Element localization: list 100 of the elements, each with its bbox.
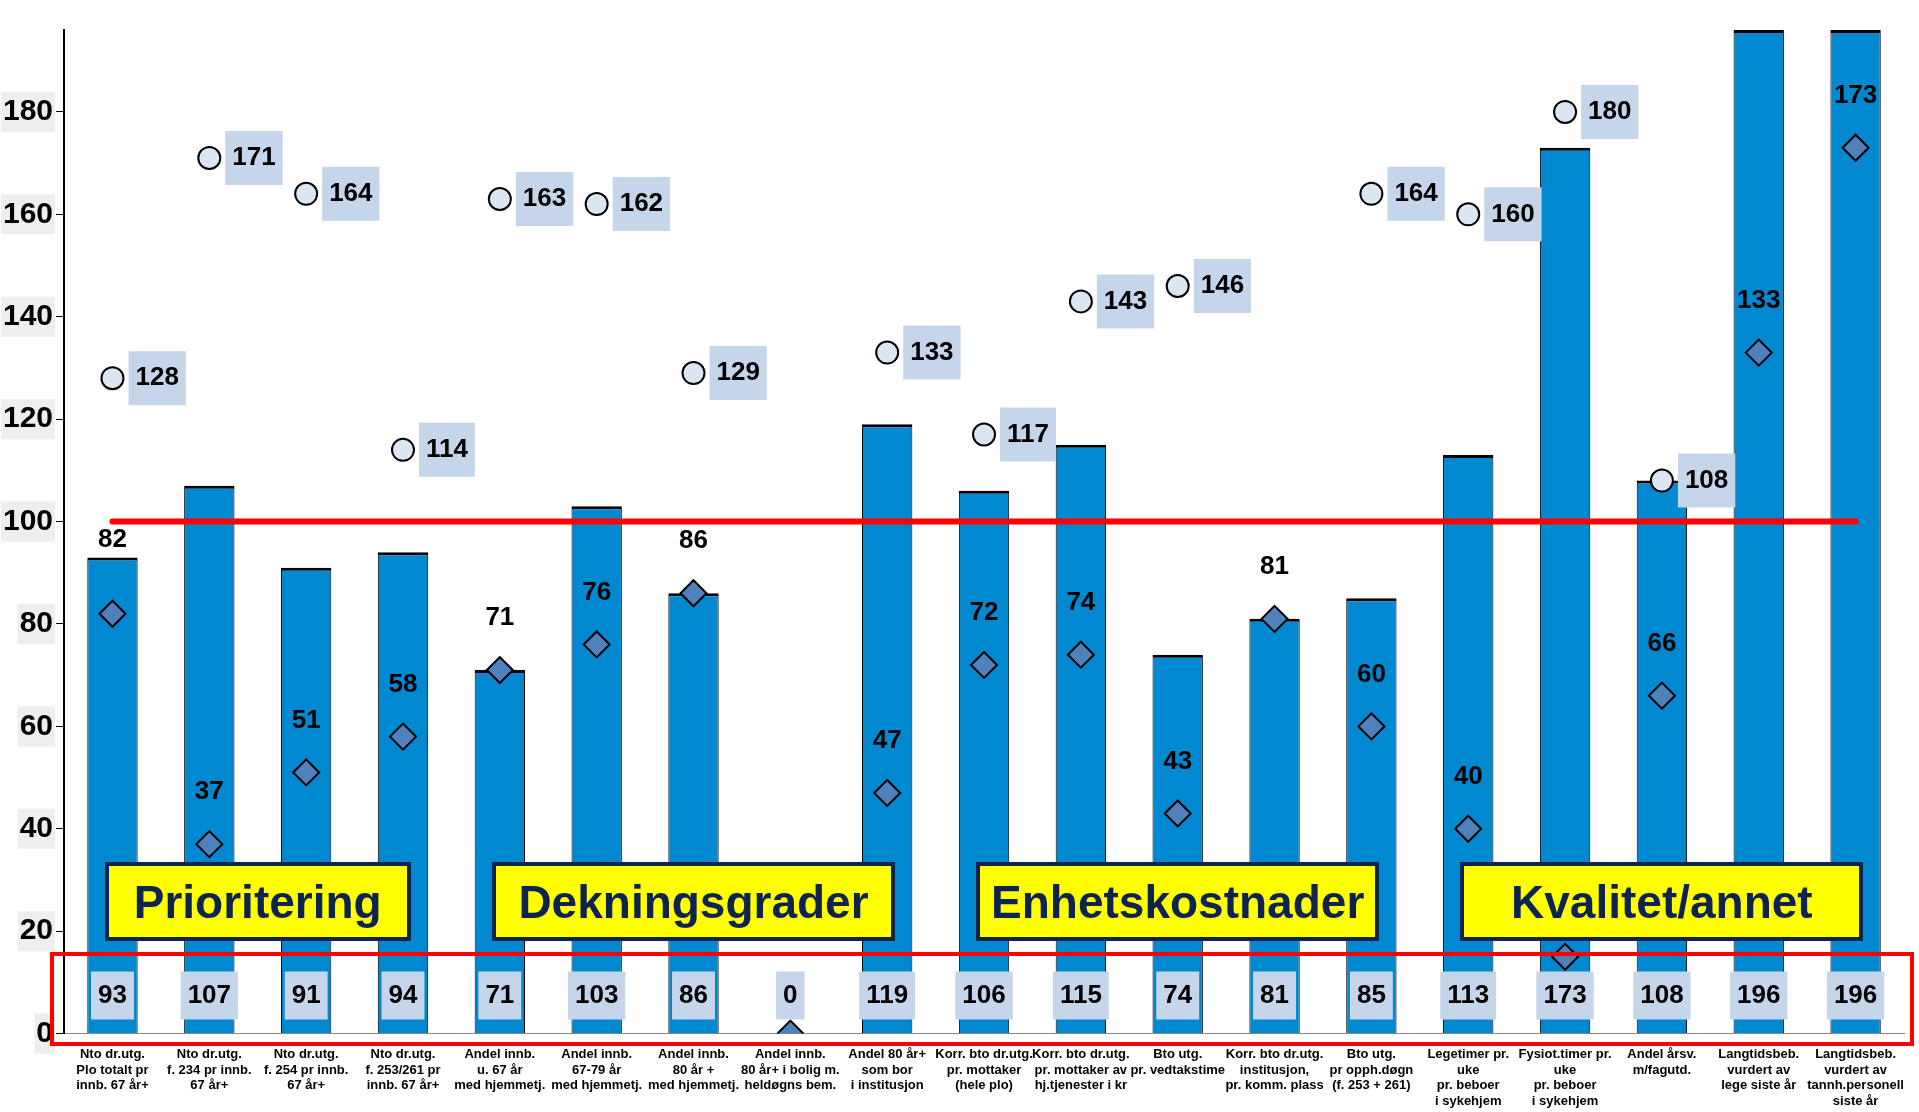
x-tick-label: Andel årsv. m/fagutd. — [1627, 1045, 1697, 1077]
data-label: 103 — [574, 978, 619, 1009]
data-label: 43 — [1163, 744, 1193, 775]
data-label: 60 — [1356, 657, 1386, 688]
data-label: 146 — [1200, 269, 1245, 300]
data-label: 143 — [1103, 284, 1148, 315]
data-label: 128 — [135, 361, 179, 392]
data-label: 81 — [1260, 978, 1290, 1009]
x-tick-label: Andel innb. 80 år + med hjemmetj. — [647, 1045, 740, 1093]
data-label: 164 — [1394, 177, 1439, 208]
data-label: 86 — [679, 978, 708, 1009]
data-label: 108 — [1684, 463, 1729, 494]
x-tick-label: Andel innb. u. 67 år med hjemmetj. — [454, 1045, 546, 1093]
x-tick-label: Langtidsbeb. vurdert av lege siste år — [1718, 1045, 1800, 1093]
x-tick-label: Fysiot.timer pr. uke pr. beboer i sykehjem — [1518, 1045, 1612, 1108]
data-label: 86 — [679, 524, 708, 555]
y-tick-label: 160 — [2, 195, 54, 229]
x-tick-label: Korr. bto dr.utg. pr. mottaker av hj.tjenester i kr — [1032, 1045, 1130, 1093]
annotation: Prioritering — [104, 862, 411, 942]
data-label: 76 — [582, 575, 612, 606]
data-label: 66 — [1647, 626, 1677, 657]
data-label: 160 — [1491, 197, 1535, 228]
data-label: 94 — [388, 978, 418, 1009]
data-label: 114 — [425, 433, 469, 464]
data-label: 40 — [1453, 759, 1483, 790]
data-label: 74 — [1066, 585, 1096, 616]
data-label: 129 — [716, 356, 760, 387]
point — [681, 361, 706, 386]
point — [100, 366, 125, 391]
data-label: 180 — [1588, 95, 1632, 126]
point — [1744, 338, 1773, 367]
annotation: Kvalitet/annet — [1460, 862, 1864, 942]
x-tick-label: Andel innb. 67-79 år med hjemmetj. — [551, 1045, 643, 1093]
data-label: 117 — [1007, 417, 1049, 448]
data-label: 133 — [910, 335, 954, 366]
point — [1456, 202, 1481, 227]
y-tick-label: 60 — [19, 707, 54, 741]
data-label: 164 — [329, 177, 374, 208]
data-label: 196 — [1737, 978, 1781, 1009]
y-tick-label: 100 — [2, 502, 54, 536]
annotation: Enhetskostnader — [976, 862, 1380, 942]
point — [582, 630, 611, 659]
point — [1068, 289, 1093, 314]
data-label: 58 — [388, 667, 418, 698]
data-label: 106 — [962, 978, 1006, 1009]
data-label: 163 — [522, 182, 567, 213]
y-tick-label: 80 — [19, 605, 54, 639]
data-label: 81 — [1260, 550, 1290, 581]
data-label: 115 — [1059, 978, 1102, 1009]
x-tick-label: Nto dr.utg. f. 253/261 pr innb. 67 år+ — [365, 1045, 441, 1093]
point — [1163, 799, 1192, 828]
data-label: 51 — [291, 703, 321, 734]
point — [970, 650, 999, 679]
point — [1841, 133, 1870, 162]
data-label: 171 — [232, 141, 276, 172]
point — [390, 437, 415, 462]
point — [197, 146, 222, 171]
point — [679, 579, 708, 608]
point — [195, 830, 224, 859]
point — [873, 778, 902, 807]
data-label: 72 — [969, 596, 999, 627]
data-label: 133 — [1737, 283, 1781, 314]
y-tick-label: 180 — [2, 93, 54, 127]
y-tick-label: 40 — [19, 810, 54, 844]
point — [485, 656, 514, 685]
point — [1357, 712, 1386, 741]
x-tick-label: Andel innb. 80 år+ i bolig m. heldøgns bem. — [741, 1045, 840, 1093]
data-label: 196 — [1833, 978, 1878, 1009]
point — [1359, 181, 1384, 206]
point — [1647, 681, 1676, 710]
x-tick-label: Langtidsbeb. vurdert av tannh.personell siste år — [1807, 1045, 1904, 1108]
point — [292, 758, 321, 787]
data-label: 0 — [783, 978, 798, 1009]
point — [1553, 99, 1578, 124]
data-label: 173 — [1543, 978, 1587, 1009]
point — [584, 192, 609, 217]
data-label: 113 — [1447, 978, 1490, 1009]
point — [1260, 604, 1289, 633]
data-label: 173 — [1833, 78, 1878, 109]
point — [972, 422, 997, 447]
point — [1066, 640, 1095, 669]
data-label: 85 — [1356, 978, 1386, 1009]
point — [1649, 468, 1674, 493]
x-tick-label: Nto dr.utg. f. 254 pr innb. 67 år+ — [263, 1045, 349, 1093]
y-tick-label: 140 — [2, 298, 54, 332]
data-label: 71 — [485, 978, 515, 1009]
point — [1454, 814, 1483, 843]
point — [388, 722, 417, 751]
point — [1165, 274, 1190, 299]
data-label: 119 — [866, 978, 909, 1009]
data-label: 93 — [98, 978, 127, 1009]
x-tick-label: Nto dr.utg. Plo totalt pr innb. 67 år+ — [76, 1045, 150, 1093]
x-tick-label: Andel 80 år+ som bor i institusjon — [848, 1045, 927, 1093]
data-label: 47 — [872, 724, 902, 755]
annotation: Dekningsgrader — [492, 862, 895, 942]
data-label: 91 — [291, 978, 321, 1009]
data-label: 74 — [1163, 978, 1193, 1009]
point — [98, 599, 127, 628]
x-tick-label: Korr. bto dr.utg. institusjon, pr. komm. plass — [1225, 1045, 1324, 1093]
x-tick-label: Korr. bto dr.utg. pr. mottaker (hele plo) — [935, 1045, 1033, 1093]
